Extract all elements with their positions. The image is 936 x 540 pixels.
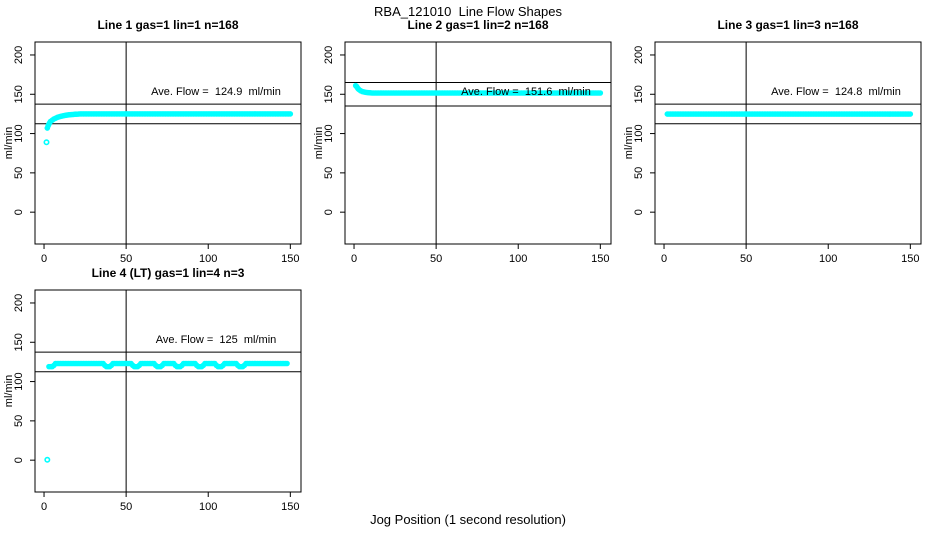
panel-line-1: 0 50 100 150 0 50 100 150 200 Line 1 gas=1 lin=1… bbox=[1, 16, 303, 272]
plot-canvas-3: 0 50 100 150 0 50 100 150 200 bbox=[633, 41, 922, 265]
y-tick-label: 50 bbox=[13, 415, 25, 427]
data-points bbox=[43, 111, 294, 146]
y-tick-label: 100 bbox=[633, 124, 645, 142]
y-tick-label: 50 bbox=[323, 167, 335, 179]
panel-title: Line 2 gas=1 lin=2 n=168 bbox=[407, 18, 549, 32]
panel-title: Line 1 gas=1 lin=1 n=168 bbox=[97, 18, 239, 32]
x-tick-label: 150 bbox=[591, 253, 609, 265]
data-points bbox=[664, 111, 914, 117]
plot-canvas-4: 0 50 100 150 0 50 100 150 200 bbox=[13, 289, 302, 513]
x-tick-label: 0 bbox=[351, 253, 357, 265]
avg-flow-annotation: Ave. Flow = 124.9 ml/min bbox=[151, 86, 281, 98]
y-tick-label: 150 bbox=[633, 85, 645, 103]
y-axis-label: ml/min bbox=[623, 126, 635, 160]
x-tick-label: 0 bbox=[41, 253, 47, 265]
flow-point bbox=[284, 360, 290, 367]
avg-flow-annotation: Ave. Flow = 124.8 ml/min bbox=[771, 86, 901, 98]
y-tick-label: 200 bbox=[633, 46, 645, 64]
y-tick-label: 200 bbox=[13, 294, 25, 312]
flow-outlier-point bbox=[43, 139, 50, 146]
data-points bbox=[44, 360, 290, 463]
x-tick-label: 100 bbox=[819, 253, 837, 265]
y-axis-label: ml/min bbox=[3, 126, 15, 160]
panel-line-2: 0 50 100 150 0 50 100 150 200 Line 2 gas=1 lin=2… bbox=[311, 16, 613, 272]
y-tick-label: 50 bbox=[13, 167, 25, 179]
flow-outlier-point bbox=[44, 456, 51, 463]
x-tick-label: 150 bbox=[281, 253, 299, 265]
y-tick-label: 0 bbox=[633, 209, 645, 215]
y-tick-label: 0 bbox=[13, 209, 25, 215]
panel-line-3: 0 50 100 150 0 50 100 150 200 Line 3 gas=1 lin=3… bbox=[621, 16, 923, 272]
y-tick-label: 150 bbox=[13, 333, 25, 351]
flow-point bbox=[907, 111, 914, 117]
y-axis-label: ml/min bbox=[3, 374, 15, 408]
y-tick-label: 200 bbox=[13, 46, 25, 64]
y-tick-label: 200 bbox=[323, 46, 335, 64]
x-tick-label: 100 bbox=[509, 253, 527, 265]
plot-box bbox=[34, 289, 302, 493]
y-tick-label: 0 bbox=[323, 209, 335, 215]
y-tick-label: 100 bbox=[323, 124, 335, 142]
x-axis-label: Jog Position (1 second resolution) bbox=[370, 512, 566, 527]
flow-point bbox=[287, 111, 294, 117]
flow-point bbox=[597, 90, 604, 96]
plot-box bbox=[34, 41, 302, 245]
y-tick-label: 150 bbox=[323, 85, 335, 103]
x-tick-label: 100 bbox=[199, 501, 217, 513]
panel-line-4: 0 50 100 150 0 50 100 150 200 Line 4 (LT) gas=1 … bbox=[1, 264, 303, 520]
panel-title: Line 3 gas=1 lin=3 n=168 bbox=[717, 18, 859, 32]
plot-box bbox=[654, 41, 922, 245]
main-title: RBA_121010 Line Flow Shapes bbox=[374, 4, 562, 19]
x-tick-label: 100 bbox=[199, 253, 217, 265]
x-tick-label: 50 bbox=[430, 253, 442, 265]
panel-title: Line 4 (LT) gas=1 lin=4 n=3 bbox=[91, 266, 245, 280]
y-axis-label: ml/min bbox=[313, 126, 325, 160]
data-points bbox=[352, 82, 604, 96]
y-tick-label: 150 bbox=[13, 85, 25, 103]
avg-flow-annotation: Ave. Flow = 125 ml/min bbox=[155, 334, 277, 346]
x-tick-label: 50 bbox=[120, 501, 132, 513]
y-tick-label: 100 bbox=[13, 124, 25, 142]
plot-canvas-1: 0 50 100 150 0 50 100 150 200 bbox=[13, 41, 302, 265]
y-tick-label: 50 bbox=[633, 167, 645, 179]
avg-flow-annotation: Ave. Flow = 151.6 ml/min bbox=[461, 86, 591, 98]
x-tick-label: 50 bbox=[740, 253, 752, 265]
x-tick-label: 0 bbox=[41, 501, 47, 513]
y-tick-label: 0 bbox=[13, 457, 25, 463]
plot-box bbox=[344, 41, 612, 245]
x-tick-label: 50 bbox=[120, 253, 132, 265]
x-tick-label: 0 bbox=[661, 253, 667, 265]
x-tick-label: 150 bbox=[281, 501, 299, 513]
plot-canvas-2: 0 50 100 150 0 50 100 150 200 bbox=[323, 41, 612, 265]
x-tick-label: 150 bbox=[901, 253, 919, 265]
y-tick-label: 100 bbox=[13, 372, 25, 390]
